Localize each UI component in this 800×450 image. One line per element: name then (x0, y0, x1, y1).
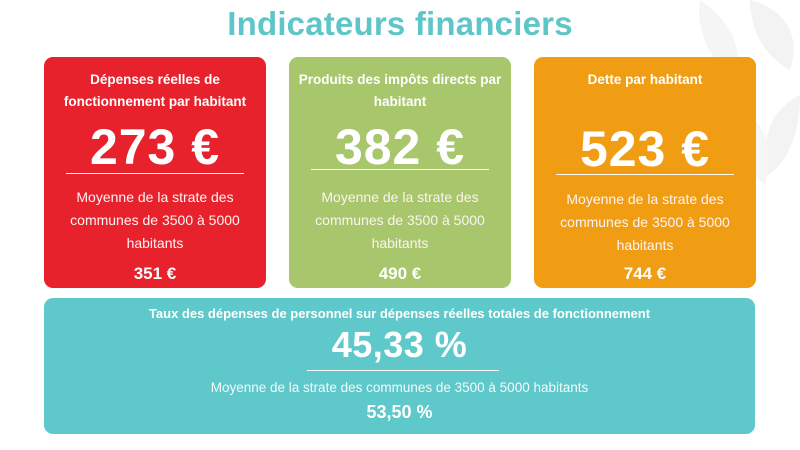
card-divider (556, 174, 734, 175)
card-heading: Dette par habitant (587, 72, 703, 87)
indicator-card-personnel-rate: Taux des dépenses de personnel sur dépen… (44, 298, 755, 434)
card-value: 45,33 % (331, 324, 468, 365)
leaf-shape (750, 0, 794, 70)
card-heading: Produits des impôts directs par habitant (298, 72, 502, 109)
card-divider (307, 370, 499, 371)
card-divider (311, 169, 489, 170)
indicator-card-debt: Dette par habitant 523 € Moyenne de la s… (534, 57, 756, 288)
leaf-shape (765, 95, 800, 175)
card-heading: Dépenses réelles de fonctionnement par h… (63, 72, 247, 109)
card-average-value: 490 € (378, 264, 422, 283)
page-title: Indicateurs financiers (227, 5, 573, 42)
card-average-note: Moyenne de la strate des communes de 350… (210, 380, 589, 395)
card-average-value: 744 € (623, 264, 667, 283)
indicator-card-operating-expenses: Dépenses réelles de fonctionnement par h… (44, 57, 266, 288)
card-average-note: Moyenne de la strate des communes de 350… (315, 189, 485, 251)
card-average-note: Moyenne de la strate des communes de 350… (560, 191, 730, 253)
card-value: 382 € (334, 119, 466, 175)
card-heading: Taux des dépenses de personnel sur dépen… (148, 306, 651, 321)
card-average-value: 351 € (133, 264, 177, 283)
card-average-value: 53,50 % (366, 402, 433, 422)
card-value: 523 € (579, 121, 711, 177)
card-divider (66, 173, 244, 174)
card-average-note: Moyenne de la strate des communes de 350… (70, 189, 240, 251)
card-value: 273 € (89, 119, 221, 175)
indicator-card-direct-taxes: Produits des impôts directs par habitant… (289, 57, 511, 288)
